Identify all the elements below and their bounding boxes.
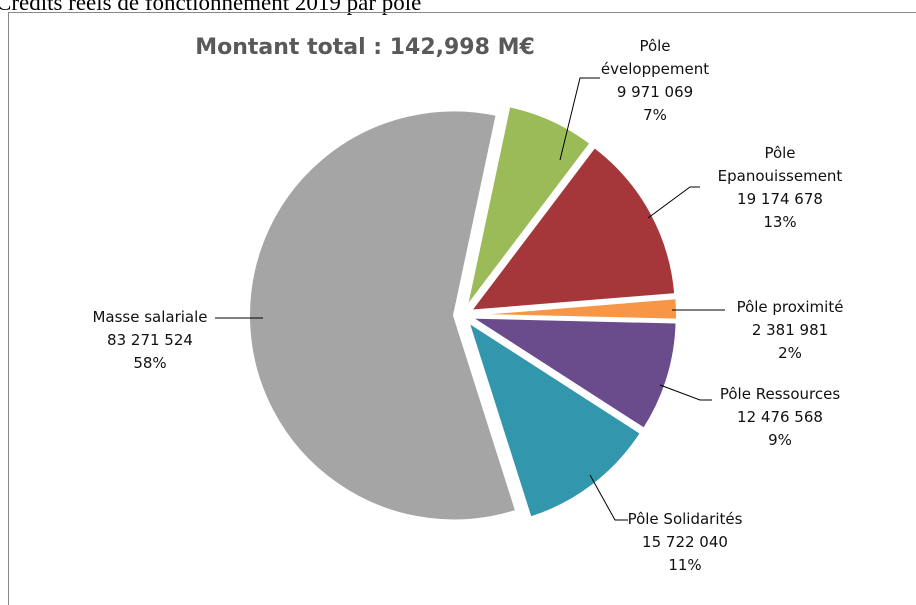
pie-slice	[468, 145, 677, 312]
value-label: 19 174 678	[737, 190, 823, 208]
caption: Crédits réels de fonctionnement 2019 par…	[0, 0, 422, 15]
category-label: Pôle Solidarités	[627, 510, 743, 528]
data-label: Pôle Ressources 12 476 568 9%	[720, 383, 840, 452]
value-label: 83 271 524	[107, 331, 193, 349]
pie-slice	[471, 297, 678, 321]
value-label: 9 971 069	[616, 83, 694, 101]
data-label: Masse salariale 83 271 524 58%	[92, 306, 207, 375]
leader-line	[659, 384, 712, 401]
data-label: Pôle Epanouissement 19 174 678 13%	[718, 142, 843, 234]
data-label: Pôle Solidarités 15 722 040 11%	[628, 508, 743, 577]
pie-slice	[468, 316, 678, 431]
category-label: Pôle proximité	[736, 298, 844, 316]
pie-slice	[466, 319, 643, 519]
chart-frame	[8, 12, 916, 605]
pie-slice	[248, 109, 518, 522]
leader-line	[647, 186, 700, 219]
percent-label: 58%	[133, 354, 167, 372]
leader-line	[559, 77, 600, 161]
category-label: Pôle éveloppement	[600, 37, 710, 78]
data-label: Pôle proximité 2 381 981 2%	[737, 296, 844, 365]
chart-title: Montant total : 142,998 M€	[195, 35, 535, 60]
percent-label: 2%	[778, 344, 802, 362]
category-label: Masse salariale	[92, 308, 208, 326]
percent-label: 9%	[768, 431, 792, 449]
percent-label: 11%	[668, 556, 702, 574]
percent-label: 13%	[763, 213, 797, 231]
percent-label: 7%	[643, 106, 667, 124]
value-label: 15 722 040	[642, 533, 728, 551]
category-label: Pôle Epanouissement	[717, 144, 843, 185]
pie-slice	[465, 105, 592, 308]
data-label: Pôle éveloppement 9 971 069 7%	[601, 35, 709, 127]
value-label: 2 381 981	[751, 321, 829, 339]
value-label: 12 476 568	[737, 408, 823, 426]
leader-line	[589, 474, 628, 521]
category-label: Pôle Ressources	[719, 385, 841, 403]
